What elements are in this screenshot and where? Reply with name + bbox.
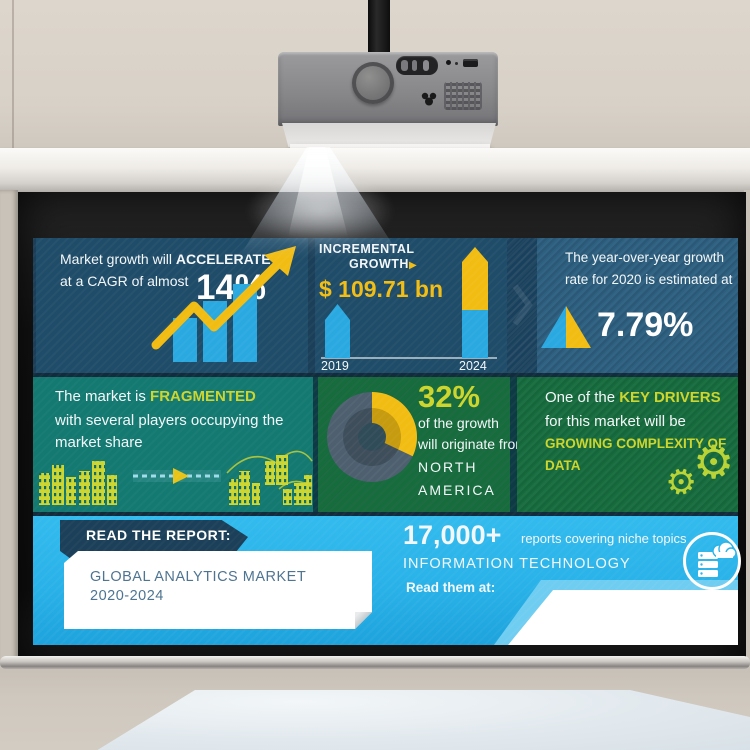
gear-icon: ⚙ <box>659 459 702 506</box>
yoy-line1: The year-over-year growth <box>565 250 725 265</box>
category-label: INFORMATION TECHNOLOGY <box>403 556 631 572</box>
incremental-title-2: GROWTH▶ <box>349 257 417 271</box>
growth-bars-arrow-chart <box>151 246 296 362</box>
port-slot <box>423 60 429 71</box>
year-start-label: 2019 <box>321 359 349 373</box>
white-slant-shape <box>508 590 738 645</box>
infographic: Market growth will ACCELERATE at a CAGR … <box>33 238 741 645</box>
fragmented-line1: The market is FRAGMENTED <box>55 388 256 405</box>
panel-yoy: The year-over-year growth rate for 2020 … <box>537 238 738 373</box>
drivers-line4: DATA <box>545 458 581 473</box>
incremental-bar-chart <box>321 247 497 359</box>
screen-weight-bar <box>0 656 750 669</box>
infographic-footer: READ THE REPORT: GLOBAL ANALYTICS MARKET… <box>33 516 741 645</box>
wall-corner-seam <box>12 0 14 150</box>
region-line4: AMERICA <box>418 482 496 498</box>
read-the-report-banner: READ THE REPORT: <box>60 520 248 551</box>
panel-cagr: Market growth will ACCELERATE at a CAGR … <box>36 238 308 373</box>
focus-knob <box>352 62 394 104</box>
triangle-up-icon <box>541 306 591 348</box>
report-count: 17,000+ <box>403 520 502 550</box>
cagr-line1-normal: Market growth will <box>60 251 176 267</box>
fragmented-line1-normal: The market is <box>55 388 151 405</box>
drivers-line3: GROWING COMPLEXITY OF <box>545 436 727 451</box>
wall-left-strip <box>0 190 18 668</box>
report-count-caption: reports covering niche topics <box>521 531 687 546</box>
wall-right-strip <box>744 190 750 668</box>
drivers-line1: One of the KEY DRIVERS <box>545 389 721 406</box>
panel-fragmented: The market is FRAGMENTED with several pl… <box>33 377 313 512</box>
region-line2: will originate from <box>418 436 527 452</box>
port-panel <box>396 56 438 75</box>
ir-sensor <box>455 62 458 65</box>
fragmented-line1-bold: FRAGMENTED <box>150 388 256 405</box>
cagr-line2: at a CAGR of almost <box>60 273 189 289</box>
report-title: GLOBAL ANALYTICS MARKET <box>90 569 307 585</box>
infographic-row-2: The market is FRAGMENTED with several pl… <box>33 377 738 512</box>
table-surface <box>97 690 750 750</box>
cta-label: Read them at: <box>406 580 496 595</box>
year-end-label: 2024 <box>459 359 487 373</box>
buildings-consolidation-icon <box>39 450 313 505</box>
port-slot <box>412 60 417 71</box>
yoy-line2: rate for 2020 is estimated at <box>565 272 733 287</box>
panel-key-drivers: One of the KEY DRIVERS for this market w… <box>517 377 738 512</box>
infographic-row-1: Market growth will ACCELERATE at a CAGR … <box>33 238 738 373</box>
drivers-line2: for this market will be <box>545 413 686 430</box>
incremental-value: $ 109.71 bn <box>319 276 444 302</box>
vent-grille <box>444 82 482 110</box>
report-card: GLOBAL ANALYTICS MARKET 2020-2024 <box>64 551 372 629</box>
brand-logo-icon <box>421 92 437 106</box>
panel-incremental-growth: INCREMENTAL GROWTH▶ $ 109.71 bn 2019 202… <box>315 238 507 373</box>
region-line3: NORTH <box>418 459 478 475</box>
fragmented-line2: with several players occupying the <box>55 412 284 429</box>
report-years: 2020-2024 <box>90 588 164 604</box>
play-arrow-icon: ▶ <box>408 260 418 271</box>
screen-housing-ledge <box>0 148 750 192</box>
region-line1: of the growth <box>418 415 499 431</box>
fragmented-line3: market share <box>55 434 143 451</box>
drivers-line1-bold: KEY DRIVERS <box>619 389 721 406</box>
projector-mounting-pole <box>368 0 390 62</box>
read-banner-label: READ THE REPORT: <box>86 527 231 543</box>
cloud-database-icon <box>683 532 741 590</box>
chevron-right-icon <box>512 284 533 326</box>
yoy-value: 7.79% <box>597 306 694 344</box>
power-led <box>446 60 451 65</box>
port-slot <box>401 60 408 71</box>
projector-base <box>282 123 496 147</box>
donut-chart <box>327 392 418 482</box>
drivers-line1-normal: One of the <box>545 389 620 406</box>
region-value: 32% <box>418 379 481 414</box>
usb-port <box>463 59 478 67</box>
hatched-divider <box>507 238 537 373</box>
panel-region: 32% of the growth will originate from NO… <box>318 377 527 512</box>
folded-corner <box>355 612 372 629</box>
growth-label: GROWTH <box>349 257 409 271</box>
gear-icon: ⚙ <box>693 436 735 488</box>
